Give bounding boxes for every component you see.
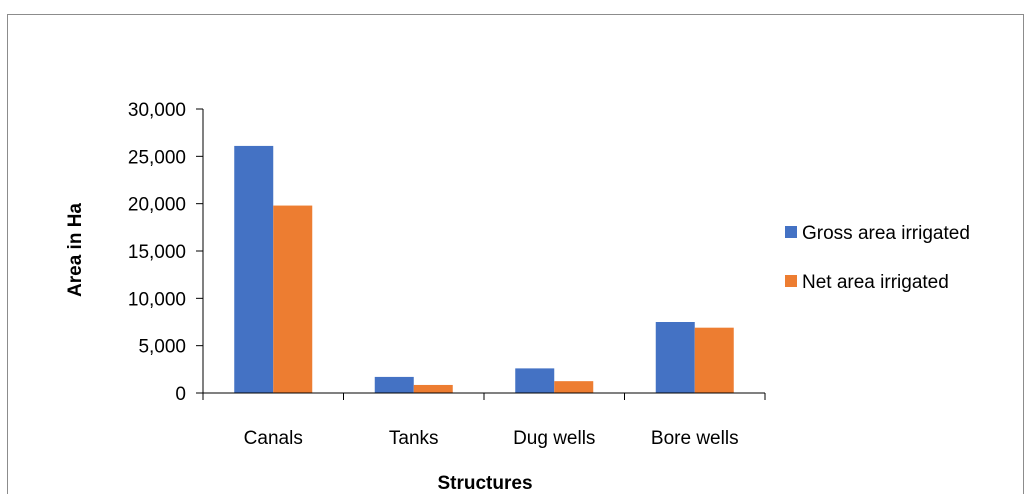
x-tick-label: Dug wells	[513, 428, 595, 449]
y-tick-label: 10,000	[128, 289, 186, 310]
y-tick-label: 5,000	[138, 337, 186, 358]
bar-gross-area-irrigated	[234, 145, 274, 393]
y-axis-title: Area in Ha	[65, 203, 86, 297]
bar-gross-area-irrigated	[374, 376, 414, 393]
bar-net-area-irrigated	[694, 327, 734, 393]
y-tick-label: 25,000	[128, 147, 186, 168]
legend: Gross area irrigated Net area irrigated	[785, 223, 970, 293]
bars	[234, 145, 734, 393]
bar-gross-area-irrigated	[515, 368, 555, 393]
bar-gross-area-irrigated	[655, 322, 695, 393]
y-tick-label: 0	[175, 384, 186, 405]
y-tick-label: 30,000	[128, 100, 186, 121]
legend-label: Net area irrigated	[802, 272, 949, 293]
x-axis: Canals Tanks Dug wells Bore wells	[202, 392, 766, 449]
legend-label: Gross area irrigated	[802, 223, 970, 244]
bar-net-area-irrigated	[273, 205, 313, 393]
bar-net-area-irrigated	[413, 384, 453, 393]
chart-frame	[7, 14, 1024, 494]
bar-net-area-irrigated	[554, 381, 594, 393]
y-tick-label: 15,000	[128, 242, 186, 263]
x-tick-label: Tanks	[389, 428, 439, 449]
y-tick-label: 20,000	[128, 195, 186, 216]
legend-swatch	[785, 275, 797, 287]
x-tick-label: Canals	[244, 428, 303, 449]
x-axis-title: Structures	[437, 473, 532, 493]
y-axis: 0 5,000 10,000 15,000 20,000 25,000 30,000	[128, 100, 204, 405]
legend-swatch	[785, 226, 797, 238]
x-tick-label: Bore wells	[651, 428, 739, 449]
